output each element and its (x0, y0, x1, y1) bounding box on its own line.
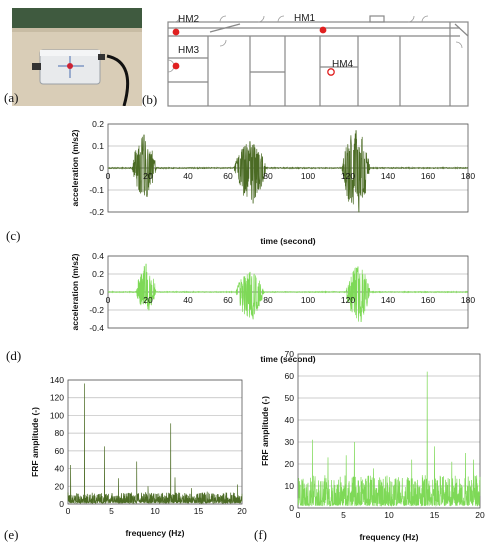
x-tick-label: 20 (237, 506, 247, 516)
y-tick-label: 50 (285, 393, 295, 403)
x-tick-label: 80 (263, 171, 273, 181)
x-axis-label: frequency (Hz) (359, 532, 418, 542)
x-tick-label: 0 (296, 510, 301, 520)
x-tick-label: 60 (223, 171, 233, 181)
sensor-photo-graphic (12, 8, 142, 107)
panel-label-d: (d) (6, 348, 22, 363)
x-tick-label: 15 (430, 510, 440, 520)
sensor-photo (12, 8, 142, 107)
x-axis-label: time (second) (260, 236, 315, 246)
marker-label-hm4: HM4 (332, 59, 354, 70)
plot-frame (297, 353, 481, 509)
marker-label-hm1: HM1 (294, 13, 316, 24)
x-tick-label: 160 (421, 295, 435, 305)
y-tick-label: 60 (285, 371, 295, 381)
x-tick-label: 120 (341, 295, 355, 305)
chart-d-time-history: -0.4-0.200.20.40 20 40 60 80 100 120 140 160 180t… (70, 251, 475, 364)
x-tick-label: 120 (341, 171, 355, 181)
y-axis-label: FRF amplitude (-) (30, 407, 40, 477)
x-tick-label: 60 (223, 295, 233, 305)
x-tick-label: 20 (475, 510, 485, 520)
x-axis-label: frequency (Hz) (125, 528, 184, 538)
x-tick-label: 140 (381, 171, 395, 181)
y-tick-label: 40 (55, 464, 65, 474)
y-tick-label: -0.2 (89, 207, 104, 217)
panel-label-f: (f) (254, 527, 267, 542)
y-tick-label: 0 (289, 503, 294, 513)
y-tick-label: 30 (285, 437, 295, 447)
marker-hm2 (172, 28, 180, 36)
x-tick-label: 0 (66, 506, 71, 516)
x-tick-label: 180 (461, 295, 475, 305)
x-tick-label: 0 (106, 295, 111, 305)
x-tick-label: 80 (263, 295, 273, 305)
y-tick-label: 0 (59, 499, 64, 509)
x-tick-label: 5 (109, 506, 114, 516)
panel-label-b: (b) (142, 92, 158, 107)
y-axis-label: acceleration (m/s2) (70, 129, 80, 206)
y-axis-label: acceleration (m/s2) (70, 253, 80, 330)
series-line (107, 130, 468, 213)
y-tick-label: 120 (50, 393, 64, 403)
y-tick-label: 0.4 (92, 251, 104, 261)
panel-label-a: (a) (4, 90, 19, 105)
marker-label-hm3: HM3 (178, 45, 200, 56)
y-tick-label: 0 (99, 163, 104, 173)
marker-hm1 (319, 26, 327, 34)
x-tick-label: 10 (150, 506, 160, 516)
x-axis-label: time (second) (260, 354, 315, 364)
x-tick-label: 15 (194, 506, 204, 516)
y-tick-label: 40 (285, 415, 295, 425)
y-tick-label: 20 (285, 459, 295, 469)
x-tick-label: 5 (341, 510, 346, 520)
plot-frame (67, 379, 243, 505)
series-line (297, 371, 481, 507)
x-tick-label: 40 (183, 171, 193, 181)
x-tick-label: 180 (461, 171, 475, 181)
y-tick-label: 0 (99, 287, 104, 297)
x-tick-label: 10 (384, 510, 394, 520)
marker-label-hm2: HM2 (178, 14, 200, 25)
chart-c-time-history: -0.2-0.100.10.20 20 40 60 80 100 120 140 160 180t… (70, 119, 475, 246)
x-tick-label: 140 (381, 295, 395, 305)
y-tick-label: 60 (55, 446, 65, 456)
y-tick-label: 140 (50, 375, 64, 385)
y-tick-label: 0.2 (92, 119, 104, 129)
marker-hm3 (172, 62, 180, 70)
y-tick-label: -0.2 (89, 305, 104, 315)
chart-e-frf: 0 20 40 60 80 100 120 140 0 5 10 15 20 frequency (Hz)… (30, 375, 247, 538)
y-tick-label: 70 (285, 349, 295, 359)
y-tick-label: -0.1 (89, 185, 104, 195)
series-line (67, 383, 243, 505)
x-tick-label: 100 (301, 171, 315, 181)
floor-plan: HM2 HM1 HM3 HM4 (160, 2, 490, 110)
y-tick-label: 100 (50, 410, 64, 420)
x-tick-label: 160 (421, 171, 435, 181)
x-tick-label: 100 (301, 295, 315, 305)
x-tick-label: 40 (183, 295, 193, 305)
x-tick-label: 20 (143, 295, 153, 305)
chart-f-frf: 0 10 20 30 40 50 60 70 0 5 10 15 20 frequency (Hz) FRF… (260, 349, 485, 542)
panel-label-c: (c) (6, 228, 21, 243)
y-tick-label: 20 (55, 481, 65, 491)
y-tick-label: 10 (285, 481, 295, 491)
panel-label-e: (e) (4, 527, 19, 542)
x-tick-label: 20 (143, 171, 153, 181)
y-tick-label: 0.1 (92, 141, 104, 151)
x-tick-label: 0 (106, 171, 111, 181)
y-tick-label: -0.4 (89, 323, 104, 333)
floor-plan-graphic: HM2 HM1 HM3 HM4 (167, 13, 469, 107)
marker-hm4 (327, 68, 335, 76)
y-tick-label: 80 (55, 428, 65, 438)
series-line (107, 263, 469, 323)
y-axis-label: FRF amplitude (-) (260, 396, 270, 466)
y-tick-label: 0.2 (92, 269, 104, 279)
